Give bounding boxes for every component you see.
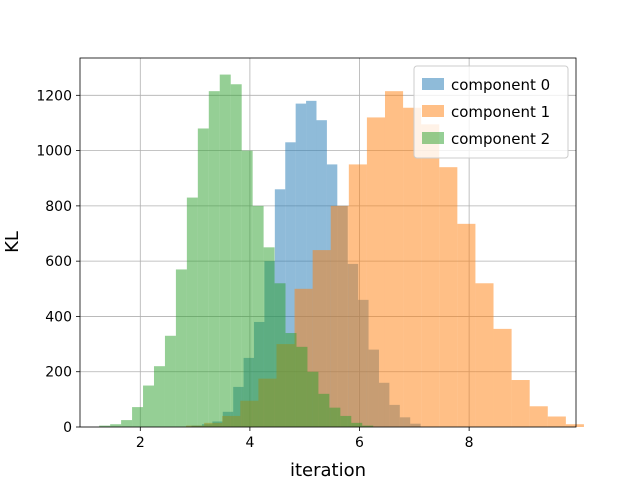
- histogram-bar: [403, 107, 422, 427]
- ticks: 2 4 6 8 0 200 400 600 800 1000 1200: [36, 88, 473, 451]
- histogram-bar: [384, 91, 404, 427]
- y-tick-label: 200: [45, 365, 72, 381]
- histogram-bar: [366, 117, 385, 427]
- histogram-bar: [475, 283, 494, 427]
- histogram-bar: [110, 424, 122, 427]
- histogram-bar: [306, 100, 317, 427]
- histogram-bar: [197, 128, 209, 427]
- histogram-bar: [307, 371, 319, 427]
- histogram-bar: [121, 420, 133, 427]
- histogram-bar: [285, 142, 296, 427]
- histogram-bar: [511, 380, 530, 427]
- histogram-bar: [493, 328, 512, 427]
- legend-swatch: [422, 105, 444, 117]
- plot-frame: [79, 57, 577, 428]
- histogram-bar: [547, 416, 566, 427]
- y-tick-label: 1000: [36, 144, 72, 160]
- histogram-bar: [348, 164, 367, 428]
- histogram-bar: [565, 424, 584, 427]
- histogram-bar: [252, 205, 264, 427]
- histogram-bar: [295, 103, 307, 427]
- histogram-bar: [164, 335, 176, 427]
- histogram-bar: [330, 205, 349, 427]
- histogram-bar: [274, 283, 286, 427]
- histogram-bar: [241, 150, 253, 427]
- histogram-bar: [296, 346, 308, 427]
- histogram-bar: [143, 385, 154, 427]
- legend-entry: component 2: [451, 130, 550, 148]
- histogram-bar: [439, 167, 458, 427]
- histogram-bar: [351, 422, 363, 427]
- y-tick-label: 0: [63, 420, 72, 436]
- histogram-bar: [362, 425, 374, 427]
- histogram-bar: [208, 91, 220, 427]
- x-tick-label: 6: [355, 435, 364, 451]
- x-tick-label: 4: [245, 435, 254, 451]
- histogram-bar: [263, 247, 275, 427]
- histogram-bar: [99, 425, 111, 427]
- y-tick-label: 600: [45, 254, 72, 270]
- legend-entry: component 0: [451, 76, 550, 94]
- legend-entry: component 1: [451, 103, 550, 121]
- legend-swatch: [422, 78, 444, 90]
- histogram-bar: [219, 74, 231, 428]
- legend-box: [413, 65, 569, 159]
- histogram-bar: [153, 366, 165, 427]
- x-axis-label: iteration: [290, 460, 366, 480]
- x-tick-label: 2: [136, 435, 145, 451]
- series-2-bars: [99, 74, 374, 428]
- y-tick-label: 400: [45, 309, 72, 325]
- histogram-bar: [285, 333, 297, 427]
- y-axis-label: KL: [2, 231, 23, 253]
- histogram-bar: [421, 124, 440, 427]
- y-tick-label: 1200: [36, 88, 72, 104]
- histogram-bar: [329, 407, 341, 427]
- histogram-bar: [340, 415, 352, 427]
- histogram-bar: [230, 84, 242, 428]
- legend-swatch: [422, 132, 444, 144]
- x-tick-label: 8: [465, 435, 474, 451]
- histogram-bar: [457, 223, 476, 427]
- bars: [99, 74, 584, 428]
- histogram-bar: [186, 197, 198, 427]
- y-tick-label: 800: [45, 199, 72, 215]
- histogram-bar: [132, 407, 144, 427]
- histogram-bar: [175, 269, 187, 427]
- histogram-bar: [318, 393, 330, 427]
- legend: component 0 component 1 component 2: [413, 65, 569, 159]
- histogram-bar: [529, 406, 548, 427]
